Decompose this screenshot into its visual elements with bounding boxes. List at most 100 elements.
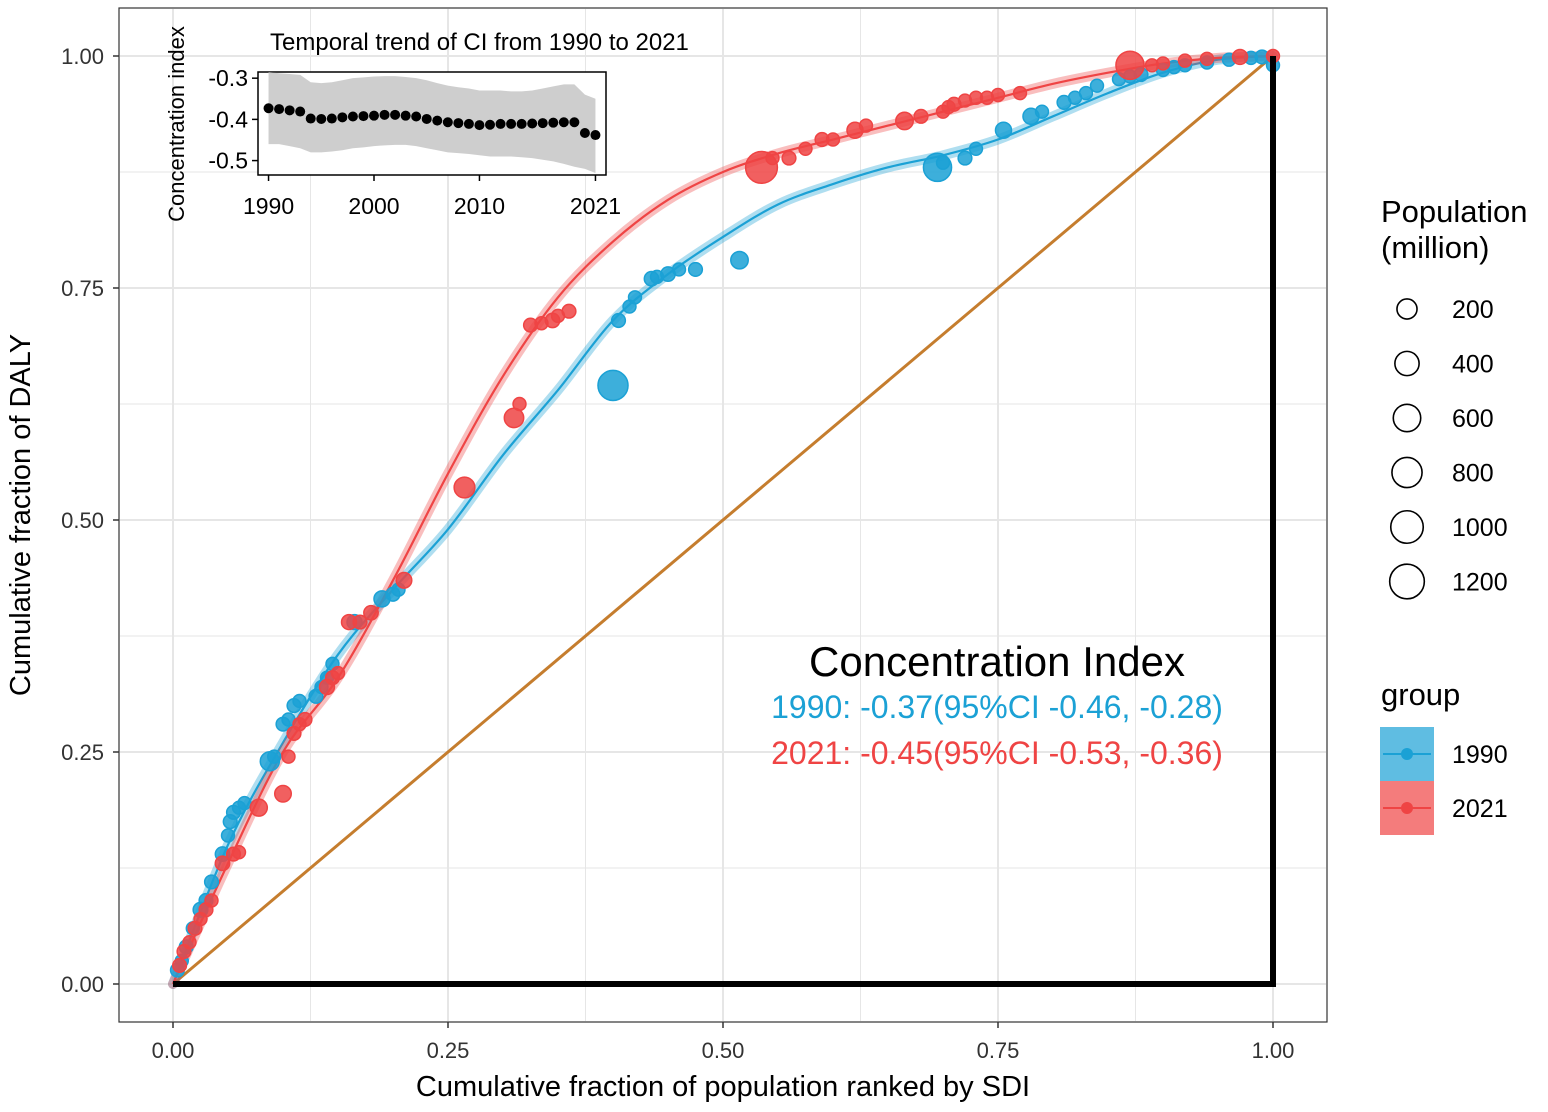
equality-line: [172, 54, 1274, 986]
point-2021: [249, 798, 269, 817]
inset-y-axis-title: Concentration index: [164, 26, 189, 222]
y-tick-label: 0.75: [61, 276, 104, 301]
inset-point: [358, 111, 369, 122]
inset-ticks: 1990 2000 2010 2021 -0.3 -0.4 -0.5: [208, 65, 621, 219]
inset-point: [463, 118, 474, 129]
inset-points: [263, 103, 601, 141]
inset-y-tick-label: -0.5: [208, 148, 248, 174]
inset-point: [390, 109, 401, 120]
point-2021: [1231, 48, 1249, 66]
inset-point: [305, 113, 316, 124]
point-2021: [273, 784, 293, 803]
inset-point: [442, 117, 453, 128]
group-legend: group 1990 2021: [1380, 677, 1508, 835]
inset-x-tick-label: 2021: [570, 193, 621, 219]
size-legend-title-line1: Population: [1381, 194, 1528, 229]
x-tick-label: 0.50: [702, 1038, 745, 1063]
ci-annotation-title: Concentration Index: [809, 638, 1185, 685]
point-2021: [1012, 85, 1028, 101]
x-tick-label: 0.75: [977, 1038, 1020, 1063]
point-2021: [330, 665, 346, 681]
inset-point: [400, 110, 411, 121]
ci-annotation-2021: 2021: -0.45(95%CI -0.53, -0.36): [771, 735, 1223, 771]
size-legend-key: [1394, 350, 1420, 377]
point-2021: [231, 845, 247, 860]
point-1990: [1034, 104, 1050, 119]
group-legend-label: 1990: [1452, 741, 1508, 769]
inset-point: [485, 119, 495, 130]
point-2021: [1199, 51, 1215, 66]
size-legend-label: 200: [1452, 296, 1494, 324]
size-legend: Population (million) 200 400 600 800 1000 120…: [1381, 194, 1528, 600]
point-2021: [1115, 50, 1145, 81]
x-tick-label: 0.25: [427, 1038, 470, 1063]
x-tick-label: 0.00: [152, 1038, 195, 1063]
point-2021: [297, 711, 313, 728]
inset-point: [369, 110, 379, 121]
inset-point: [421, 113, 432, 124]
point-2021: [214, 855, 231, 872]
inset-y-tick-label: -0.3: [208, 65, 248, 91]
inset-point: [516, 118, 527, 129]
inset-point: [506, 118, 517, 129]
point-1990: [687, 261, 704, 278]
point-1990: [597, 369, 629, 402]
point-1990: [627, 290, 643, 305]
inset-title: Temporal trend of CI from 1990 to 2021: [270, 29, 689, 56]
axis-ticks: 0.00 0.25 0.50 0.75 1.00 0.00 0.25 0.50 0.75 1.00: [61, 44, 1294, 1063]
point-2021: [395, 571, 413, 589]
point-2021: [503, 407, 525, 429]
size-legend-label: 1000: [1452, 514, 1508, 542]
y-tick-label: 1.00: [61, 44, 104, 69]
y-tick-label: 0.50: [61, 508, 104, 533]
point-1990: [730, 250, 749, 270]
point-2021: [453, 476, 476, 499]
point-1990: [237, 795, 252, 811]
inset-point: [579, 127, 590, 138]
point-1990: [266, 749, 282, 764]
size-legend-title-line2: (million): [1381, 230, 1490, 265]
point-2021: [765, 150, 780, 166]
size-legend-label: 400: [1452, 351, 1494, 379]
data-points: [169, 48, 1281, 978]
group-legend-dot: [1401, 748, 1413, 760]
point-2021: [990, 87, 1006, 103]
inset-x-tick-label: 2010: [454, 193, 505, 219]
size-legend-key: [1396, 298, 1418, 320]
inset-point: [316, 113, 327, 124]
y-tick-label: 0.25: [61, 740, 104, 765]
inset-point: [432, 115, 443, 126]
y-axis-title: Cumulative fraction of DALY: [5, 334, 37, 696]
group-legend-label: 2021: [1452, 795, 1508, 823]
size-legend-key: [1389, 509, 1425, 545]
inset-point: [295, 106, 306, 117]
size-legend-key: [1388, 563, 1426, 600]
inset-chart: Temporal trend of CI from 1990 to 2021 1…: [164, 26, 689, 222]
point-1990: [935, 155, 951, 170]
size-legend-label: 600: [1452, 405, 1494, 433]
size-legend-label: 800: [1452, 460, 1494, 488]
inset-x-tick-label: 2000: [348, 193, 399, 219]
point-2021: [895, 111, 914, 131]
point-2021: [798, 141, 813, 157]
inset-point: [495, 118, 506, 129]
size-legend-key: [1391, 456, 1423, 489]
inset-point: [453, 118, 464, 129]
inset-point: [263, 103, 274, 114]
inset-point: [347, 111, 358, 122]
point-1990: [203, 874, 220, 890]
point-1990: [220, 828, 236, 843]
inset-point: [379, 109, 390, 120]
point-1990: [968, 141, 984, 157]
inset-point: [411, 111, 422, 122]
x-tick-label: 1.00: [1252, 1038, 1295, 1063]
inset-x-tick-label: 1990: [243, 193, 294, 219]
point-1990: [671, 262, 687, 277]
inset-point: [527, 118, 538, 129]
point-2021: [781, 150, 797, 166]
inset-ci-ribbon: [268, 72, 596, 173]
point-2021: [363, 604, 379, 621]
point-2021: [281, 749, 296, 764]
point-2021: [1155, 56, 1171, 71]
